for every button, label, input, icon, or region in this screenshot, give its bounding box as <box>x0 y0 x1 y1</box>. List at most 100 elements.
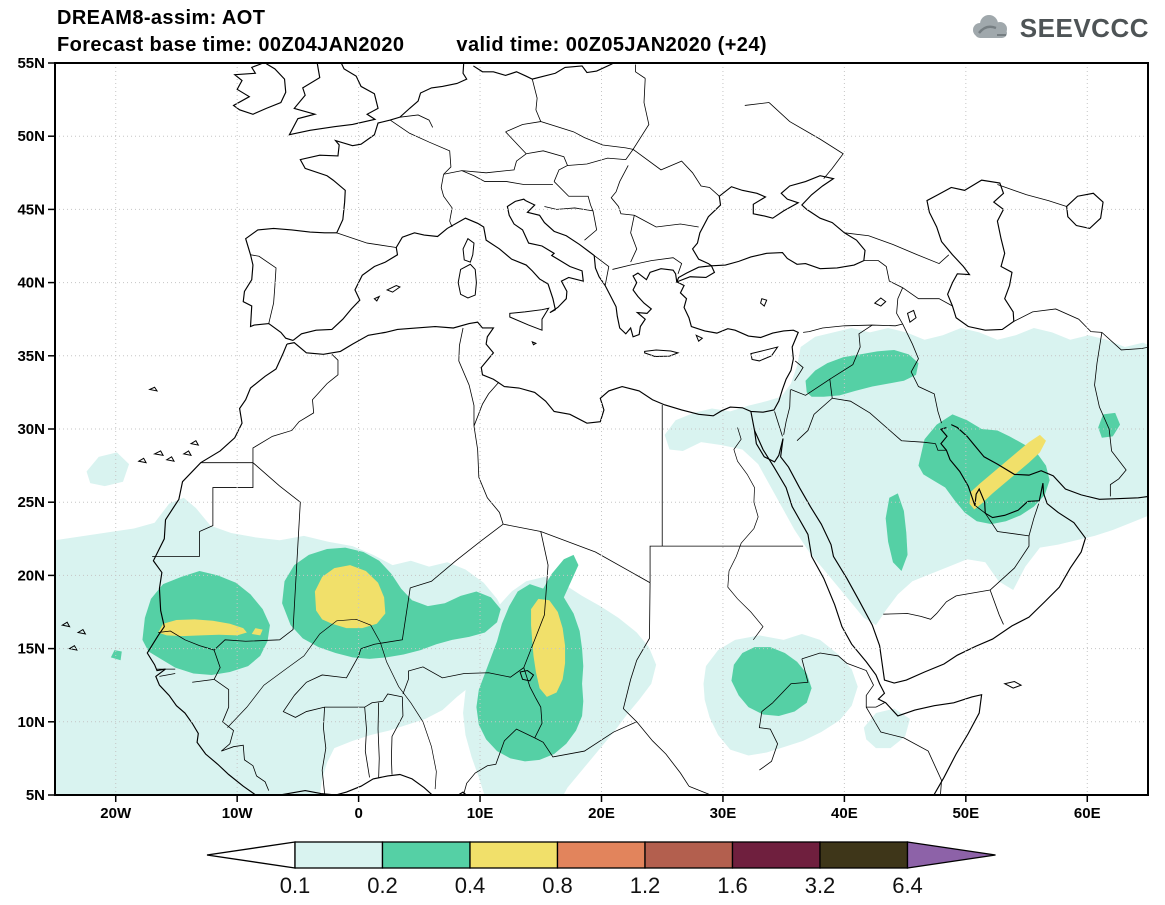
colorbar-label: 0.1 <box>280 873 311 898</box>
lat-label: 25N <box>17 494 45 511</box>
border-morocco-algeria <box>253 354 338 462</box>
island-cyprus <box>751 347 778 361</box>
lon-label: 20E <box>588 805 615 822</box>
coast-red-sea-west-horn <box>755 430 982 796</box>
river-layer <box>227 428 763 790</box>
lat-label: 55N <box>17 55 45 72</box>
coast-north-africa-levant-turkey <box>287 282 798 423</box>
coast-baltic-south <box>473 64 612 79</box>
forecast-base-time: Forecast base time: 00Z04JAN2020 <box>57 34 405 56</box>
contour-0.2-chad <box>476 554 584 762</box>
lat-label: 10N <box>17 714 45 731</box>
islands-layer <box>62 239 1021 688</box>
border-serbia-bulgaria-macedonia-greece <box>594 215 698 285</box>
border-algeria-mauritania-mali <box>214 463 300 650</box>
colorbar-arrow-left <box>206 841 296 869</box>
border-chad-car-cameroon <box>463 668 637 797</box>
lat-label: 40N <box>17 275 45 292</box>
coast-black-sea <box>693 176 865 269</box>
lon-label: 60E <box>1074 805 1101 822</box>
contour-0.2-atlantic-dot <box>110 650 122 661</box>
border-ghana-togo-benin <box>365 697 403 778</box>
coast-aral-sea <box>1067 193 1103 228</box>
contour-0.2-saudi-strip <box>885 493 908 572</box>
lon-label: 40E <box>831 805 858 822</box>
contour-0.4-gulf-core <box>969 434 1046 510</box>
seevccc-logo: SEEVCCC <box>967 12 1149 44</box>
valid-time: valid time: 00Z05JAN2020 (+24) <box>456 34 767 56</box>
colorbar-segment <box>731 841 821 869</box>
colorbar-arrow-right <box>906 841 996 869</box>
lon-label: 10W <box>222 805 254 822</box>
island-rhodes <box>696 335 702 341</box>
contour-0.2-syria-iraq <box>805 349 919 397</box>
lat-label: 45N <box>17 201 45 218</box>
island-ibiza <box>374 297 379 301</box>
border-alps-countries <box>441 154 553 227</box>
colorbar-label: 1.6 <box>717 873 748 898</box>
border-ukraine-russia <box>745 103 843 179</box>
lon-label: 30E <box>710 805 737 822</box>
border-libya-chad-sudan-egypt <box>503 405 803 583</box>
colorbar-segment <box>381 841 471 869</box>
contour-0.1-offshore-morocco <box>86 452 130 487</box>
border-niger-chad <box>524 531 548 667</box>
coast-caspian-sea <box>927 180 1014 330</box>
contour-0.4-senegal-streak <box>158 619 247 637</box>
lon-label: 10E <box>467 805 494 822</box>
niger-river <box>227 619 436 789</box>
contour-0.2-persian-gulf <box>918 414 1050 525</box>
border-sudan-eritrea-ethiopia <box>759 653 941 796</box>
colorbar-label: 1.2 <box>630 873 661 898</box>
border-kazakh-steppe <box>997 185 1066 207</box>
border-gambia <box>157 669 175 676</box>
contour-0.4-mali-niger-core <box>314 565 386 629</box>
border-niger-nigeria <box>403 667 524 694</box>
border-turkey-caucasus <box>844 233 952 324</box>
contour-0.1-middle-east <box>664 327 1148 626</box>
island-socotra <box>1005 682 1021 689</box>
border-layer <box>152 64 1149 796</box>
coast-iberia-france-nw-europe <box>243 64 466 341</box>
contour-0.4-senegal-dot <box>251 628 263 636</box>
coast-arabia <box>781 428 1086 683</box>
island-madeira <box>150 387 157 391</box>
coast-britain <box>289 64 378 135</box>
lon-label: 50E <box>952 805 979 822</box>
colorbar-segment <box>644 841 734 869</box>
coast-gulf-of-guinea <box>271 775 468 797</box>
border-western-sahara <box>152 463 253 557</box>
border-portugal-spain <box>251 255 277 324</box>
colorbar-label: 0.8 <box>542 873 573 898</box>
colorbar-segment <box>294 841 384 869</box>
forecast-times: Forecast base time: 00Z04JAN2020 valid ti… <box>57 32 819 59</box>
lat-label: 5N <box>26 787 45 804</box>
border-czech-austria-hungary <box>526 149 633 181</box>
nile-river <box>728 428 763 640</box>
island-malta <box>532 342 536 345</box>
axis-labels: 55N 50N 45N 40N 35N 30N 25N 20N 15N 10N 5N 20W 10W 0 1… <box>17 55 1100 822</box>
island-crete <box>645 350 678 357</box>
border-cote-divoire-ghana-burkina <box>283 649 402 794</box>
border-mali-niger <box>361 588 410 649</box>
border-hungary-romania-serbia <box>544 165 634 240</box>
coast-sinai <box>751 411 783 462</box>
lat-label: 35N <box>17 348 45 365</box>
islands-canary <box>139 441 199 463</box>
colorbar: 0.1 0.2 0.4 0.8 1.2 1.6 3.2 6.4 <box>206 841 996 898</box>
coast-nw-africa-atlantic <box>147 344 287 796</box>
border-senegal-river <box>158 631 214 650</box>
island-corsica <box>463 239 474 262</box>
lat-label: 20N <box>17 567 45 584</box>
colorbar-label: 0.2 <box>367 873 398 898</box>
border-turkey-syria-iraq <box>803 324 903 332</box>
islands-cape-verde <box>62 622 85 650</box>
border-germany-czech-poland <box>506 79 634 154</box>
lat-label: 50N <box>17 128 45 145</box>
border-saudi-yemen-oman-uae <box>883 504 1038 625</box>
border-tunisia <box>459 328 499 426</box>
border-iraq-saudi-kuwait <box>832 398 946 450</box>
border-algeria-niger-libya <box>410 426 503 588</box>
logo-text: SEEVCCC <box>1019 12 1149 43</box>
contour-0.4-chad-core <box>531 598 566 697</box>
